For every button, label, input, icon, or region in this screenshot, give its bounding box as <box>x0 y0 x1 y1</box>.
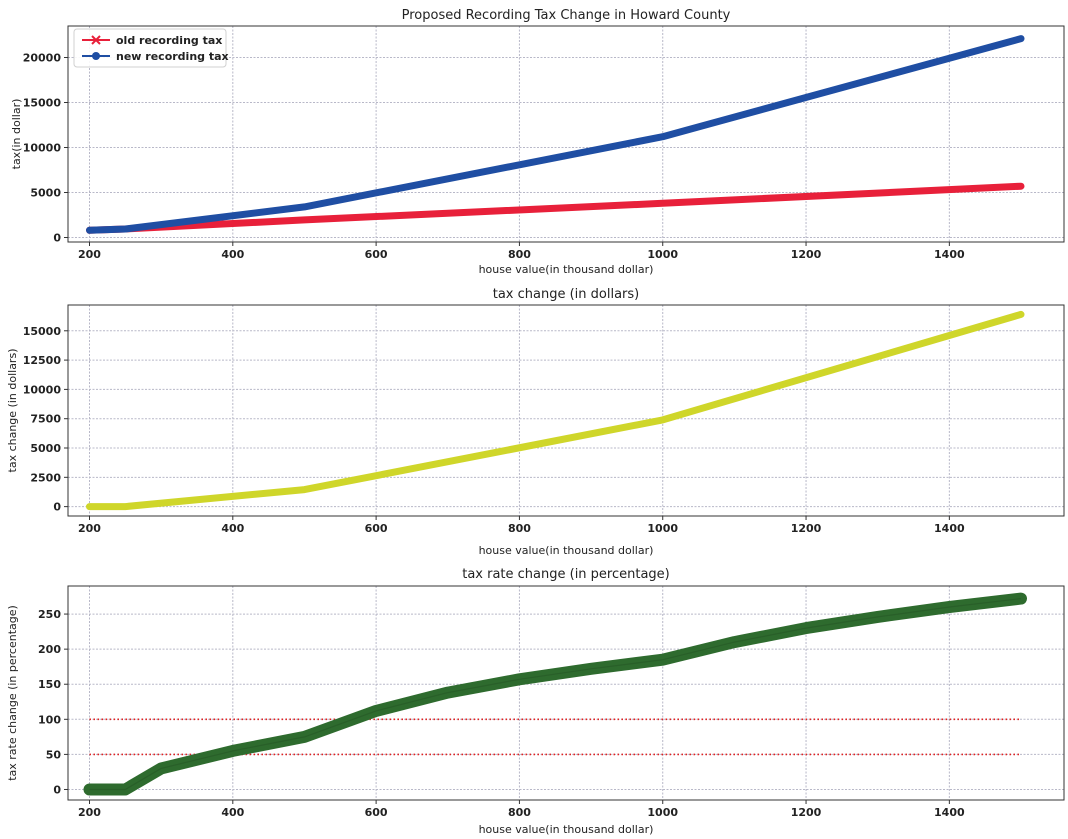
x-tick-label: 200 <box>78 806 101 819</box>
x-tick-label: 1000 <box>647 248 678 261</box>
axes-frame <box>67 585 1065 801</box>
x-axis-label: house value(in thousand dollar) <box>479 263 654 276</box>
x-axis-label: house value(in thousand dollar) <box>479 823 654 836</box>
y-tick-label: 7500 <box>30 413 61 426</box>
plot-area <box>68 305 1064 516</box>
y-tick-label: 10000 <box>23 383 62 396</box>
y-tick-label: 100 <box>38 713 61 726</box>
x-tick-label: 800 <box>508 522 531 535</box>
legend: old recording tax new recording tax <box>73 28 229 68</box>
y-tick-label: 20000 <box>23 52 62 65</box>
y-tick-label: 250 <box>38 608 61 621</box>
y-tick-label: 0 <box>53 232 61 245</box>
y-tick-label: 200 <box>38 643 61 656</box>
x-tick-label: 1000 <box>647 522 678 535</box>
series-line-outline <box>89 598 1022 791</box>
x-tick-label: 600 <box>365 522 388 535</box>
y-tick-label: 15000 <box>23 325 62 338</box>
x-tick-label: 200 <box>78 522 101 535</box>
y-tick-label: 150 <box>38 678 61 691</box>
series-line-3-1 <box>83 592 1027 796</box>
series-line-new-recording-tax <box>86 35 1025 234</box>
x-tick-label: 1200 <box>791 248 822 261</box>
x-tick-label: 1000 <box>647 806 678 819</box>
chart-title: tax rate change (in percentage) <box>462 567 670 582</box>
legend-marker-x <box>91 35 101 45</box>
x-tick-label: 1400 <box>934 248 965 261</box>
y-tick-label: 10000 <box>23 142 62 155</box>
x-tick-label: 800 <box>508 248 531 261</box>
y-axis-label: tax(in dollar) <box>10 99 23 170</box>
legend-marker-circle <box>92 52 100 60</box>
x-tick-label: 1200 <box>791 522 822 535</box>
chart-panel-2: 200 400 600 800 1000 1200 1400 0 2500 5000 7500 100… <box>6 287 1065 557</box>
legend-label: old recording tax <box>116 34 222 47</box>
series-line-2-1 <box>86 310 1025 511</box>
y-tick-label: 0 <box>53 501 61 514</box>
y-tick-label: 12500 <box>23 354 62 367</box>
x-tick-label: 600 <box>365 806 388 819</box>
x-tick-label: 400 <box>221 806 244 819</box>
x-tick-label: 400 <box>221 522 244 535</box>
chart-panel-3: 200 400 600 800 1000 1200 1400 0 50 100 150 200 250 t… <box>6 567 1065 836</box>
chart-title: tax change (in dollars) <box>493 287 640 302</box>
axes-frame <box>67 304 1065 517</box>
y-tick-label: 5000 <box>30 187 61 200</box>
y-tick-label: 0 <box>53 783 61 796</box>
y-tick-label: 5000 <box>30 442 61 455</box>
x-tick-label: 1400 <box>934 522 965 535</box>
x-tick-label: 800 <box>508 806 531 819</box>
x-tick-label: 400 <box>221 248 244 261</box>
x-axis-label: house value(in thousand dollar) <box>479 544 654 557</box>
x-tick-label: 600 <box>365 248 388 261</box>
x-tick-label: 1200 <box>791 806 822 819</box>
plot-area <box>68 586 1064 800</box>
axes-frame <box>67 25 1065 243</box>
x-tick-label: 200 <box>78 248 101 261</box>
chart-title: Proposed Recording Tax Change in Howard … <box>402 8 731 23</box>
y-tick-label: 50 <box>46 748 62 761</box>
y-tick-label: 2500 <box>30 471 61 484</box>
x-tick-label: 1400 <box>934 806 965 819</box>
chart-panel-1: 200 400 600 800 1000 1200 1400 0 5000 10000 15000 2… <box>10 8 1065 276</box>
y-axis-label: tax change (in dollars) <box>6 349 19 473</box>
y-axis-label: tax rate change (in percentage) <box>6 605 19 781</box>
y-tick-label: 15000 <box>23 97 62 110</box>
legend-label: new recording tax <box>116 50 229 63</box>
legend-box <box>73 28 227 68</box>
